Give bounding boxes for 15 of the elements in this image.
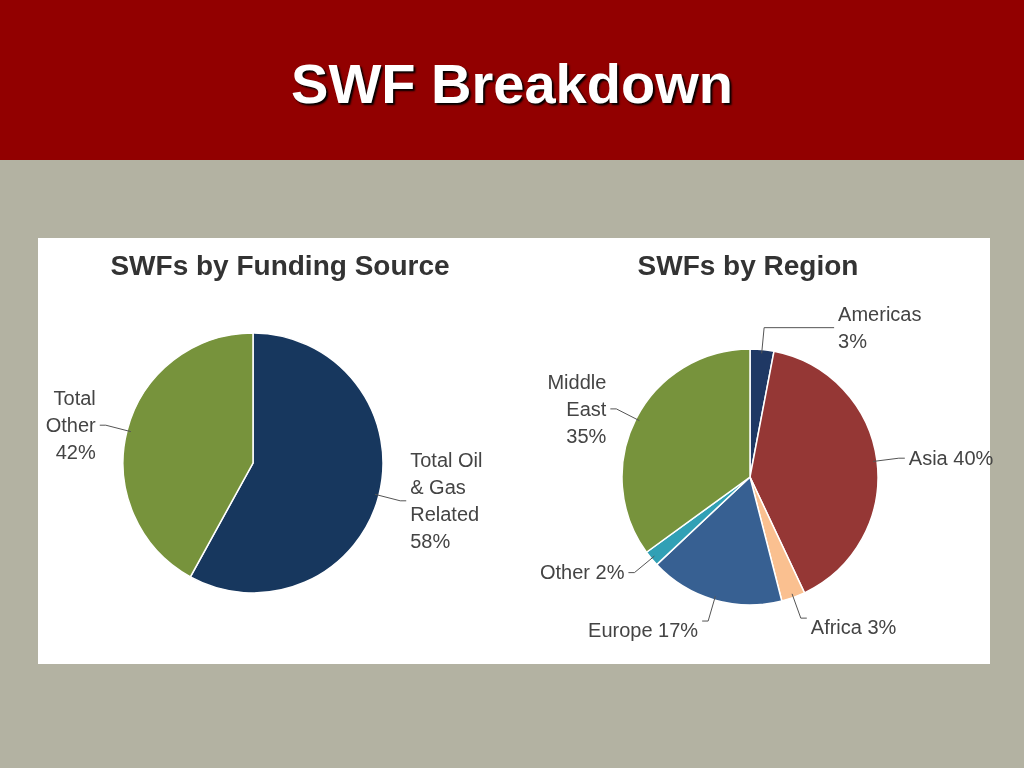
slice-label: Africa 3% xyxy=(810,616,897,639)
text: SWF Breakdown xyxy=(291,52,733,115)
slice-label: Europe 17% xyxy=(588,619,699,642)
chart-title: SWFs by Region xyxy=(637,250,859,281)
slice-label: Americas xyxy=(838,302,922,325)
data-label: 3% xyxy=(838,329,868,352)
data-label: 42% xyxy=(55,440,96,463)
data-label: 58% xyxy=(410,530,451,553)
chart-title: SWFs by Funding Source xyxy=(110,250,450,281)
slice-label: Total Other xyxy=(45,386,97,436)
data-label: 35% xyxy=(566,424,607,447)
slice-label: Other 2% xyxy=(539,561,625,584)
slice-label: Total Oil & Gas Related xyxy=(410,449,483,526)
slice-label: Middle East xyxy=(547,370,607,420)
slice-label: Asia 40% xyxy=(908,446,994,469)
